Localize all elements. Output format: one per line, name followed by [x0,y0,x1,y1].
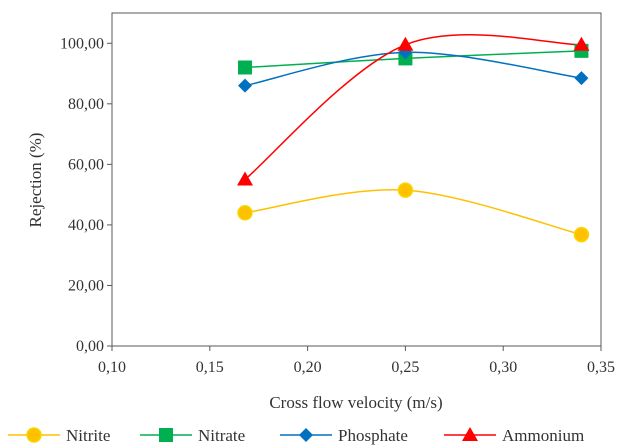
y-tick-label: 60,00 [68,156,104,173]
x-tick-label: 0,15 [196,359,224,376]
ammonium-point [397,36,414,51]
x-tick-label: 0,35 [587,359,615,376]
nitrite-legend-label: Nitrite [66,426,110,445]
x-tick-label: 0,25 [391,359,419,376]
phosphate-point [238,78,253,93]
nitrite-legend-marker [26,427,42,443]
y-axis-label: Rejection (%) [26,133,45,228]
legend: Nitrite Nitrate Phosphate Ammonium [8,426,584,445]
y-tick-label: 0,00 [76,338,104,355]
x-tick-label: 0,20 [294,359,322,376]
nitrate-point [238,60,253,75]
ammonium-legend-marker [462,427,478,441]
plot-area [111,12,602,347]
ammonium-legend-label: Ammonium [502,426,584,445]
nitrite-point [397,182,414,198]
series-markers [237,36,590,243]
phosphate-legend-label: Phosphate [338,426,408,445]
ammonium-point [237,171,254,186]
y-axis-ticks: 0,00 20,00 40,00 60,00 80,00 100,00 [60,35,112,355]
x-tick-label: 0,10 [98,359,126,376]
y-tick-label: 20,00 [68,277,104,294]
nitrite-point [573,226,590,243]
y-tick-label: 40,00 [68,217,104,234]
nitrate-legend-label: Nitrate [198,426,245,445]
nitrate-legend-marker [159,428,173,442]
nitrite-point [237,205,253,221]
phosphate-legend-marker [299,428,313,442]
y-tick-label: 80,00 [68,96,104,113]
ammonium-point [573,36,590,51]
phosphate-point [574,71,589,86]
x-axis-label: Cross flow velocity (m/s) [269,393,442,412]
x-tick-label: 0,30 [489,359,517,376]
y-tick-label: 100,00 [60,35,104,52]
x-axis-ticks: 0,10 0,15 0,20 0,25 0,30 0,35 [98,346,615,376]
